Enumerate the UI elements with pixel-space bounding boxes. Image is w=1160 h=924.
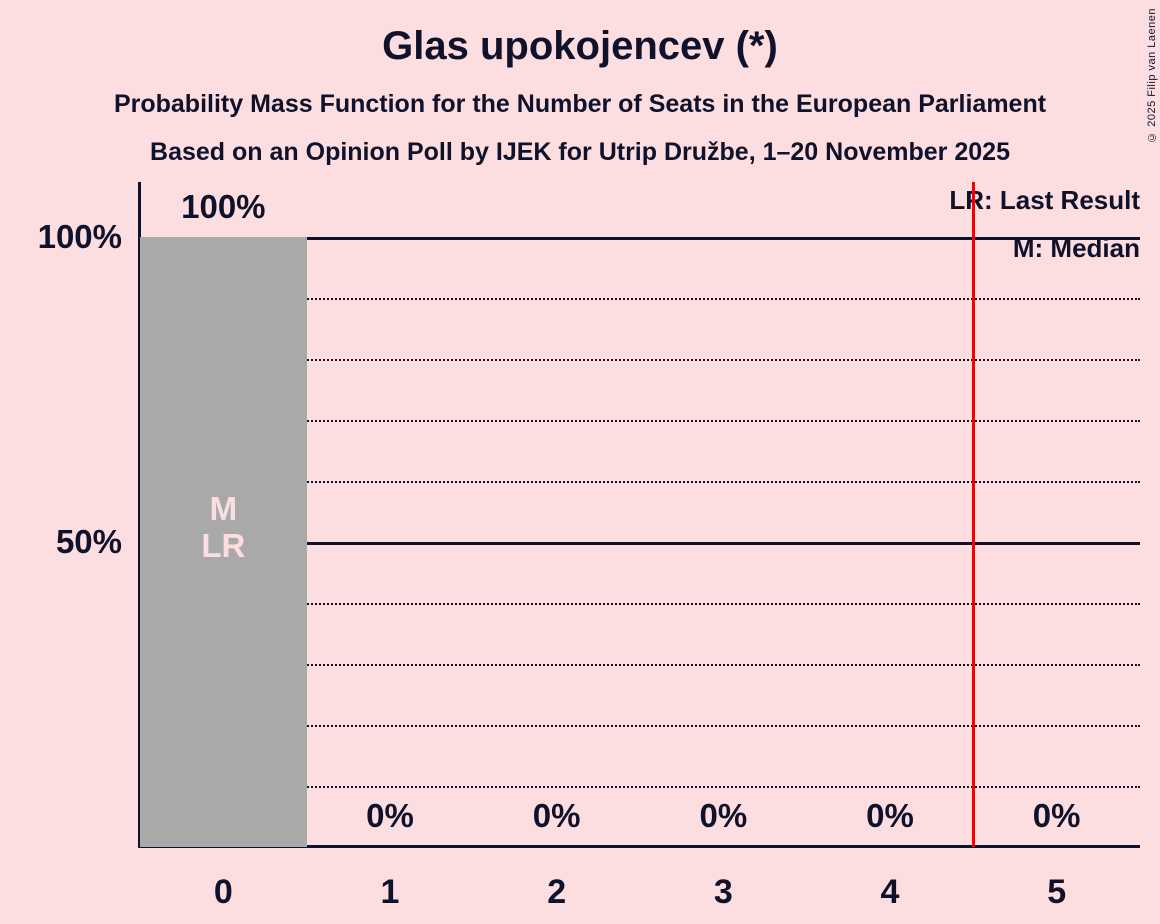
x-tick-label-1: 1 bbox=[380, 873, 400, 911]
gridline-80pct bbox=[140, 359, 1140, 361]
chart-subtitle: Probability Mass Function for the Number… bbox=[113, 90, 1047, 118]
copyright-notice: © 2025 Filip van Laenen bbox=[1146, 8, 1158, 143]
gridline-60pct bbox=[140, 481, 1140, 483]
chart-title: Glas upokojencev (*) bbox=[382, 24, 778, 68]
bar-value-label: 0% bbox=[1032, 797, 1081, 834]
y-tick-label-50pct: 50% bbox=[55, 523, 122, 560]
chart-poll-info: Based on an Opinion Poll by IJEK for Utr… bbox=[150, 138, 1010, 166]
x-tick-label-0: 0 bbox=[213, 873, 233, 911]
y-tick-label-100pct: 100% bbox=[37, 218, 122, 255]
bar-value-label: 0% bbox=[532, 797, 581, 834]
x-tick-label-4: 4 bbox=[880, 873, 900, 911]
annotation-line-lr: LR bbox=[201, 527, 246, 564]
legend-last-result: LR: Last Result bbox=[949, 185, 1140, 215]
bar-value-label: 0% bbox=[866, 797, 914, 834]
gridline-20pct bbox=[140, 725, 1140, 727]
x-axis-line bbox=[138, 845, 1140, 848]
gridline-10pct bbox=[140, 786, 1140, 788]
x-tick-label-5: 5 bbox=[1047, 873, 1067, 911]
gridline-50pct bbox=[140, 542, 1140, 545]
bar-value-label: 0% bbox=[366, 797, 414, 834]
bar-seats-0 bbox=[140, 237, 307, 847]
bar-value-label: 0% bbox=[699, 797, 748, 834]
gridline-100pct bbox=[140, 237, 1140, 240]
x-tick-label-2: 2 bbox=[547, 873, 567, 911]
x-tick-label-3: 3 bbox=[713, 873, 733, 911]
y-axis-line bbox=[138, 182, 141, 847]
bar-value-label: 100% bbox=[181, 188, 266, 225]
gridline-70pct bbox=[140, 420, 1140, 422]
gridline-90pct bbox=[140, 298, 1140, 300]
last-result-line bbox=[971, 182, 975, 847]
annotation-line-m: M bbox=[209, 490, 238, 527]
gridline-30pct bbox=[140, 664, 1140, 666]
median-last-result-annotation: M LR bbox=[140, 490, 307, 564]
gridline-40pct bbox=[140, 603, 1140, 605]
